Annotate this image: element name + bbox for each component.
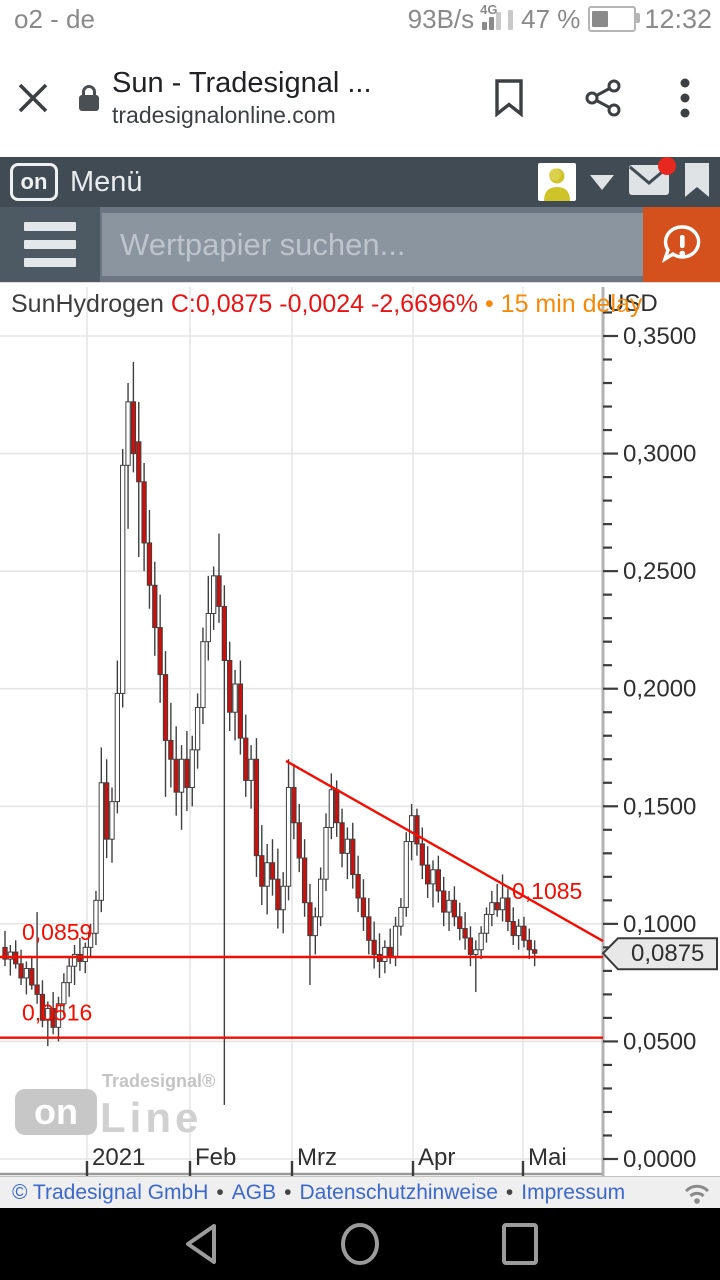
recents-button[interactable] <box>500 1222 540 1266</box>
svg-text:Tradesignal®: Tradesignal® <box>102 1071 215 1091</box>
signal-strength-icon: 4G <box>480 2 514 30</box>
svg-text:0,0500: 0,0500 <box>623 1028 696 1055</box>
footer-link-datenschutz[interactable]: Datenschutzhinweise <box>299 1181 498 1204</box>
user-avatar[interactable] <box>538 163 576 201</box>
battery-icon <box>588 6 641 32</box>
svg-text:on: on <box>34 1091 78 1132</box>
hamburger-icon <box>24 222 76 231</box>
bookmark-filled-icon <box>685 162 709 197</box>
quote-change-text: C:0,0875 -0,0024 -2,6696% <box>170 290 479 318</box>
battery-percent: 47 % <box>521 3 581 34</box>
page-title-block[interactable]: Sun - Tradesignal ... tradesignalonline.… <box>112 67 412 129</box>
wifi-icon <box>684 1184 710 1204</box>
search-bar-row <box>0 207 720 282</box>
footer-link-agb[interactable]: AGB <box>231 1181 277 1204</box>
watchlist-button[interactable] <box>684 162 710 202</box>
avatar-person-icon <box>544 168 570 201</box>
close-tab-button[interactable] <box>0 81 66 115</box>
svg-text:Feb: Feb <box>195 1144 236 1171</box>
site-footer: © Tradesignal GmbH • AGB • Datenschutzhi… <box>0 1176 720 1209</box>
svg-text:0,1000: 0,1000 <box>623 911 696 938</box>
svg-text:0,0875: 0,0875 <box>631 940 704 967</box>
footer-link-copyright[interactable]: © Tradesignal GmbH <box>12 1181 209 1204</box>
chart-title: SunHydrogen C:0,0875 -0,0024 -2,6696% • … <box>11 290 642 319</box>
svg-text:Mrz: Mrz <box>297 1144 337 1171</box>
svg-text:Apr: Apr <box>418 1144 455 1171</box>
notification-badge <box>658 156 676 175</box>
bookmark-icon <box>495 78 523 117</box>
bookmark-page-button[interactable] <box>462 78 556 117</box>
svg-text:Mai: Mai <box>528 1144 567 1171</box>
feedback-chat-icon <box>661 224 700 263</box>
browser-menu-button[interactable] <box>650 78 720 118</box>
network-speed: 93B/s <box>407 3 475 34</box>
site-header: on Menü <box>0 156 720 207</box>
svg-text:0,0000: 0,0000 <box>623 1146 696 1173</box>
android-nav-bar <box>0 1208 720 1280</box>
overflow-menu-icon <box>680 78 690 117</box>
instrument-name: SunHydrogen <box>11 290 164 318</box>
share-button[interactable] <box>556 79 650 117</box>
account-dropdown-caret[interactable] <box>590 174 614 190</box>
svg-text:0,3000: 0,3000 <box>623 441 696 468</box>
network-type-label: 4G <box>480 2 498 17</box>
share-icon <box>585 79 621 116</box>
svg-text:0,2500: 0,2500 <box>623 558 696 585</box>
sidebar-menu-button[interactable] <box>0 207 100 282</box>
svg-text:0,2000: 0,2000 <box>623 676 696 703</box>
close-icon <box>18 83 48 112</box>
svg-text:0,1500: 0,1500 <box>623 793 696 820</box>
svg-text:0,1085: 0,1085 <box>512 878 582 904</box>
svg-text:Line: Line <box>100 1094 202 1141</box>
page-url: tradesignalonline.com <box>112 101 336 128</box>
svg-text:USD: USD <box>607 290 658 317</box>
carrier-label: o2 - de <box>14 3 95 34</box>
back-button[interactable] <box>180 1222 220 1266</box>
svg-text:2021: 2021 <box>92 1144 145 1171</box>
page-title: Sun - Tradesignal ... <box>112 66 372 99</box>
lock-icon <box>66 84 112 112</box>
home-button[interactable] <box>338 1222 382 1266</box>
security-search-input[interactable] <box>102 213 643 276</box>
browser-toolbar: Sun - Tradesignal ... tradesignalonline.… <box>0 38 720 157</box>
candlestick-chart-canvas[interactable]: on Tradesignal® Line 0,3500 0,3000 0,2500 0,20… <box>0 283 720 1177</box>
clock: 12:32 <box>644 3 712 34</box>
svg-text:0,3500: 0,3500 <box>623 323 696 350</box>
chart-panel: SunHydrogen C:0,0875 -0,0024 -2,6696% • … <box>0 282 720 1177</box>
messages-button[interactable] <box>628 156 676 201</box>
svg-text:0,0859: 0,0859 <box>22 919 92 945</box>
status-bar: o2 - de 93B/s 4G 47 % 12:32 <box>0 0 720 38</box>
tradesignal-logo[interactable]: on <box>10 163 58 201</box>
feedback-button[interactable] <box>643 207 720 282</box>
footer-link-impressum[interactable]: Impressum <box>521 1181 626 1204</box>
menu-label[interactable]: Menü <box>70 165 143 198</box>
delay-note: • 15 min delay <box>484 290 643 318</box>
svg-text:0,0516: 0,0516 <box>22 1000 92 1026</box>
